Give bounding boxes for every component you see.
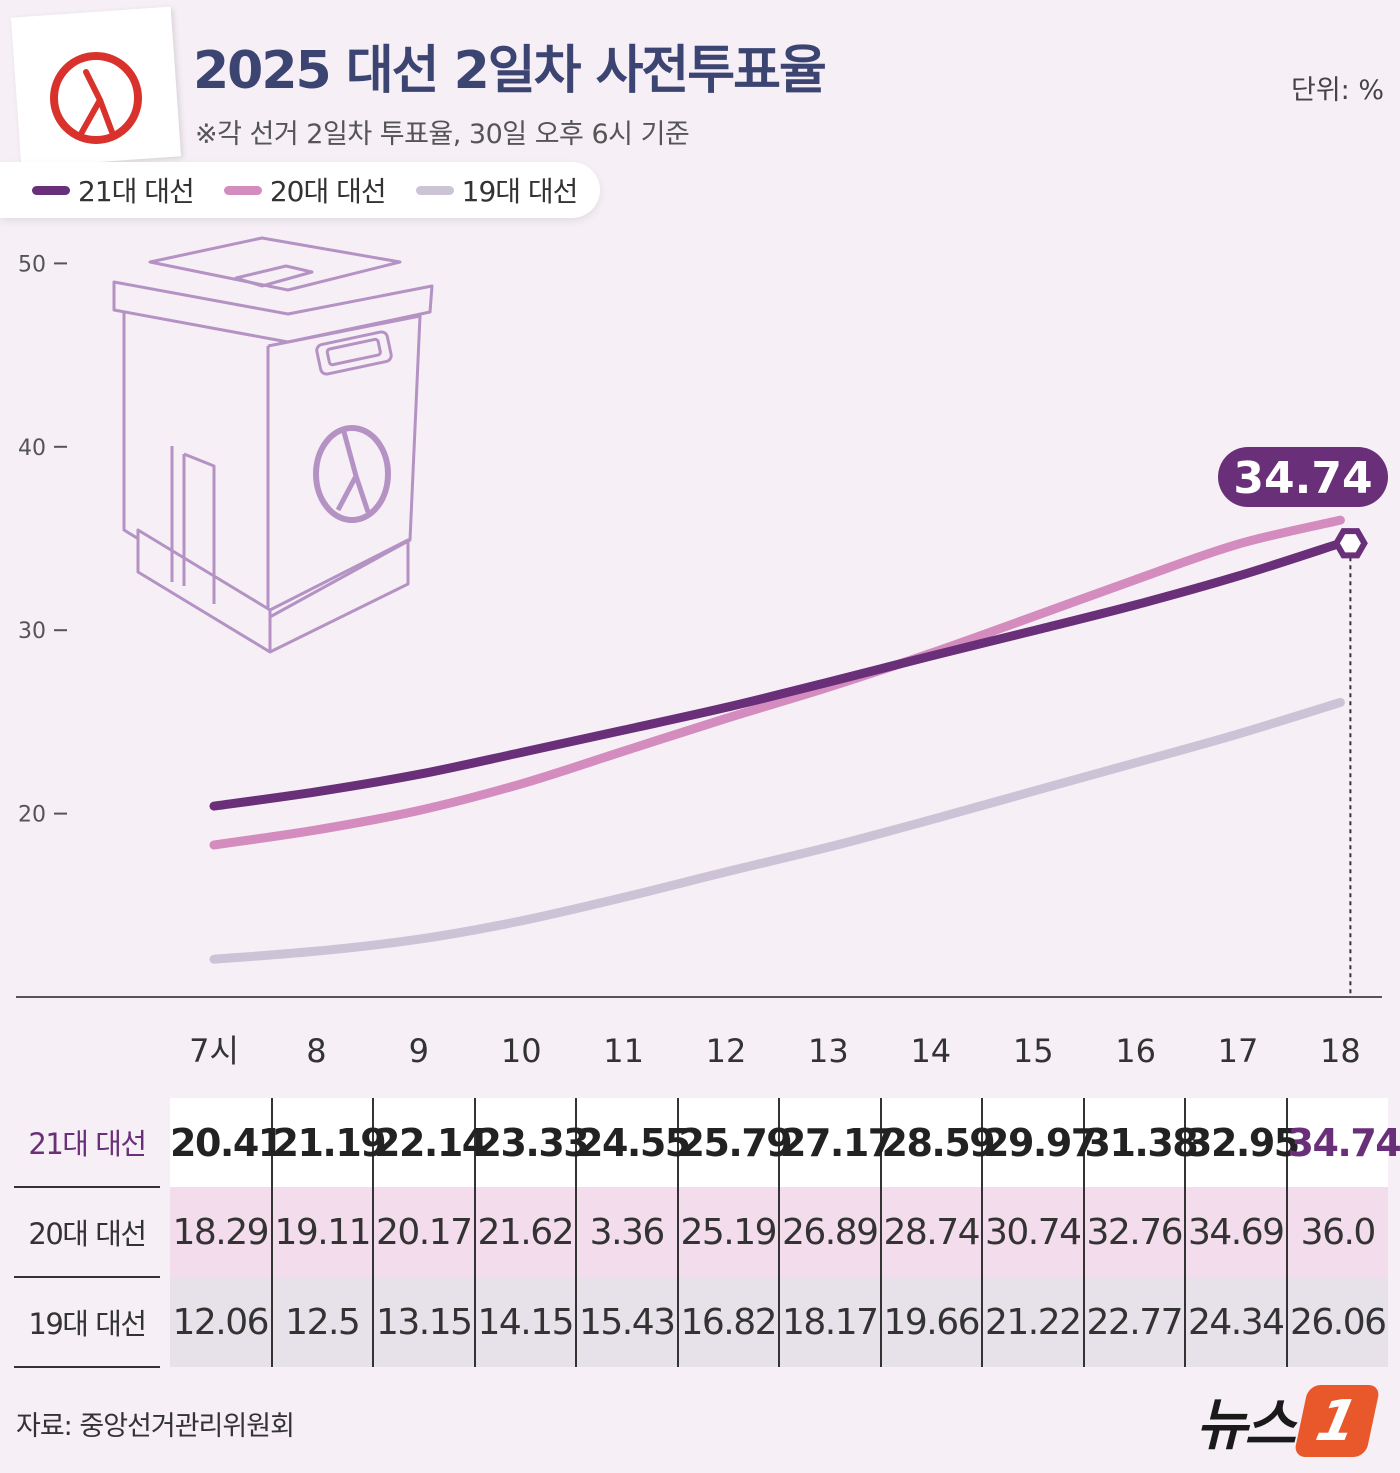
legend-item-21: 21대 대선 [32,170,195,210]
table-cell: 19.66 [879,1277,982,1367]
legend-swatch-19 [415,185,454,195]
table-cell: 21.19 [270,1098,387,1187]
table-cell: 13.15 [372,1277,475,1367]
logo-badge: 1 [1293,1384,1381,1457]
callout-box [1218,447,1388,507]
page-title: 2025 대선 2일차 사전투표율 [193,41,827,101]
table-cell: 12.06 [170,1277,272,1367]
table-cell: 34.69 [1184,1187,1287,1277]
x-tick-label: 10 [501,1032,542,1070]
table-cell: 22.77 [1082,1277,1185,1367]
table-cell: 26.89 [778,1187,881,1277]
row-gap [160,1098,170,1187]
data-table: 21대 대선 20.41 21.19 22.14 23.33 24.55 25.79 27.1… [14,1098,1400,1368]
table-cell: 20.17 [372,1187,475,1277]
x-tick-label: 16 [1115,1032,1156,1070]
line-chart: 20 30 40 50 34.74 7시 8 9 10 11 12 13 14 15 16 17 18 [16,236,1388,1070]
x-tick-label: 18 [1320,1032,1361,1070]
row-label: 20대 대선 [14,1187,160,1278]
table-cell: 27.17 [778,1098,894,1187]
table-cell: 24.34 [1184,1277,1287,1367]
legend-label-21: 21대 대선 [78,175,195,208]
table-cell: 14.15 [473,1277,576,1367]
value-callout: 34.74 [1218,447,1388,507]
table-cell: 36.0 [1285,1187,1388,1277]
table-cell: 19.11 [270,1187,373,1277]
table-cell: 29.97 [981,1098,1097,1187]
x-tick-label: 9 [409,1032,429,1070]
legend-swatch-20 [223,185,262,195]
unit-label: 단위: % [1290,75,1384,106]
table-cell: 23.33 [473,1098,590,1187]
x-tick-label: 12 [706,1032,747,1070]
table-cell: 34.74 [1285,1098,1400,1187]
legend-item-19: 19대 대선 [415,170,579,210]
table-cell: 25.19 [676,1187,779,1277]
x-tick-label: 8 [306,1032,326,1070]
table-cell: 26.06 [1285,1277,1388,1367]
y-tick-label: 40 [18,436,46,461]
series-line-19 [209,697,1345,964]
table-cell: 12.5 [270,1277,373,1367]
table-cell: 25.79 [676,1098,793,1187]
table-cell: 3.36 [575,1187,678,1277]
table-cell: 21.62 [473,1187,576,1277]
x-tick-label: 13 [808,1032,849,1070]
series-line-20 [209,515,1345,850]
table-cell: 21.22 [981,1277,1084,1367]
table-cell: 28.59 [879,1098,996,1187]
endpoint-marker [1332,528,1368,559]
y-tick-label: 30 [18,619,46,644]
ballot-box-icon [112,236,434,654]
y-tick-label: 20 [18,803,46,828]
news1-logo: 뉴스 1 [1196,1380,1381,1461]
table-cell: 18.17 [778,1277,881,1367]
x-axis: 7시 8 9 10 11 12 13 14 15 16 17 18 [189,1032,1361,1070]
series-line-21 [209,538,1345,811]
chart-legend: 21대 대선 20대 대선 19대 대선 [0,162,600,218]
table-row: 19대 대선 12.06 12.5 13.15 14.15 15.43 16.82 18.17… [14,1277,1388,1368]
y-tick-label: 50 [18,252,46,277]
table-row: 21대 대선 20.41 21.19 22.14 23.33 24.55 25.79 27.1… [14,1098,1400,1188]
table-cell: 22.14 [372,1098,488,1187]
legend-swatch-21 [32,185,70,195]
callout-label: 34.74 [1233,453,1372,504]
subtitle: ※각 선거 2일차 투표율, 30일 오후 6시 기준 [195,119,690,150]
table-cell: 15.43 [575,1277,678,1367]
legend-item-20: 20대 대선 [223,170,387,210]
table-cell: 16.82 [676,1277,779,1367]
table-cell: 30.74 [981,1187,1084,1277]
x-tick-label: 17 [1218,1032,1259,1070]
legend-label-19: 19대 대선 [461,175,579,208]
x-tick-label: 15 [1013,1032,1054,1070]
row-label: 21대 대선 [14,1098,160,1188]
y-axis: 20 30 40 50 [18,252,67,828]
row-label: 19대 대선 [14,1277,160,1368]
vote-stamp-icon [50,52,142,144]
table-cell: 32.95 [1184,1098,1300,1187]
row-gap [160,1277,170,1367]
logo-text: 뉴스 [1196,1393,1296,1458]
table-cell: 24.55 [575,1098,691,1187]
table-cell: 28.74 [879,1187,982,1277]
table-cell: 18.29 [170,1187,272,1277]
table-cell: 31.38 [1082,1098,1199,1187]
legend-label-20: 20대 대선 [269,175,387,208]
table-row: 20대 대선 18.29 19.11 20.17 21.62 3.36 25.19 26.89… [14,1187,1388,1278]
source-note: 자료: 중앙선거관리위원회 [16,1411,295,1442]
table-cell: 32.76 [1082,1187,1185,1277]
x-tick-label: 7시 [189,1032,239,1070]
row-gap [160,1187,170,1277]
x-tick-label: 11 [603,1032,644,1070]
table-cell: 20.41 [170,1098,284,1187]
x-tick-label: 14 [910,1032,951,1070]
